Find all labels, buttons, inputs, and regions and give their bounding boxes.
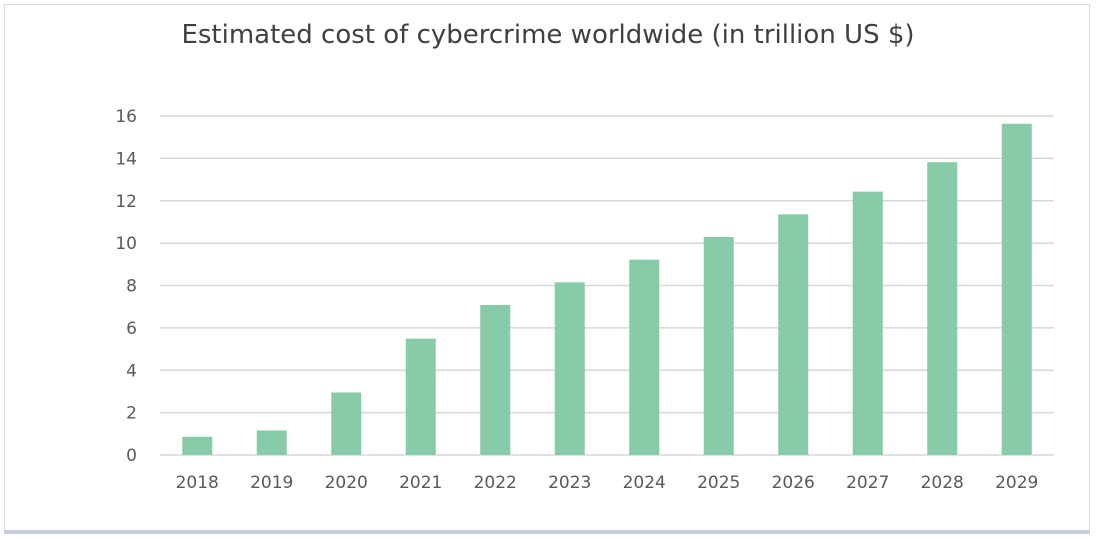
- bar-2024: [629, 259, 660, 455]
- y-tick-label: 14: [115, 149, 137, 169]
- x-tick-label: 2021: [399, 473, 442, 493]
- bar-2020: [331, 392, 362, 455]
- chart-title: Estimated cost of cybercrime worldwide (…: [181, 20, 915, 50]
- x-tick-label: 2018: [176, 473, 219, 493]
- grid-lines: [160, 115, 1054, 456]
- x-axis-ticks: 2018 2019 2020 2021 2022 2023 2024 2025 2026 2027…: [176, 473, 1039, 493]
- y-axis-ticks: 0 2 4 6 8 10 12 14 16: [115, 107, 137, 466]
- bar-2021: [405, 338, 436, 455]
- x-tick-label: 2023: [548, 473, 591, 493]
- x-tick-label: 2022: [474, 473, 517, 493]
- y-tick-label: 10: [115, 234, 137, 254]
- y-tick-label: 0: [126, 446, 137, 466]
- y-tick-label: 2: [126, 404, 137, 424]
- bar-2018: [182, 436, 213, 455]
- y-tick-label: 16: [115, 107, 137, 127]
- x-tick-label: 2020: [325, 473, 368, 493]
- y-tick-label: 8: [126, 277, 137, 297]
- x-tick-label: 2024: [623, 473, 666, 493]
- bar-2022: [480, 304, 511, 455]
- bar-2029: [1001, 123, 1032, 455]
- x-tick-label: 2028: [921, 473, 964, 493]
- x-tick-label: 2019: [250, 473, 293, 493]
- chart-frame-shadow: [4, 530, 1090, 534]
- bar-2026: [778, 214, 809, 455]
- bar-2025: [703, 236, 734, 455]
- bar-2028: [927, 162, 958, 455]
- bar-2027: [852, 191, 883, 455]
- y-tick-label: 6: [126, 319, 137, 339]
- x-tick-label: 2027: [846, 473, 889, 493]
- x-tick-label: 2025: [697, 473, 740, 493]
- bar-2019: [256, 430, 287, 455]
- x-tick-label: 2029: [995, 473, 1038, 493]
- x-tick-label: 2026: [772, 473, 815, 493]
- bar-2023: [554, 282, 585, 455]
- bars: [182, 123, 1032, 455]
- y-tick-label: 4: [126, 361, 137, 381]
- y-tick-label: 12: [115, 192, 137, 212]
